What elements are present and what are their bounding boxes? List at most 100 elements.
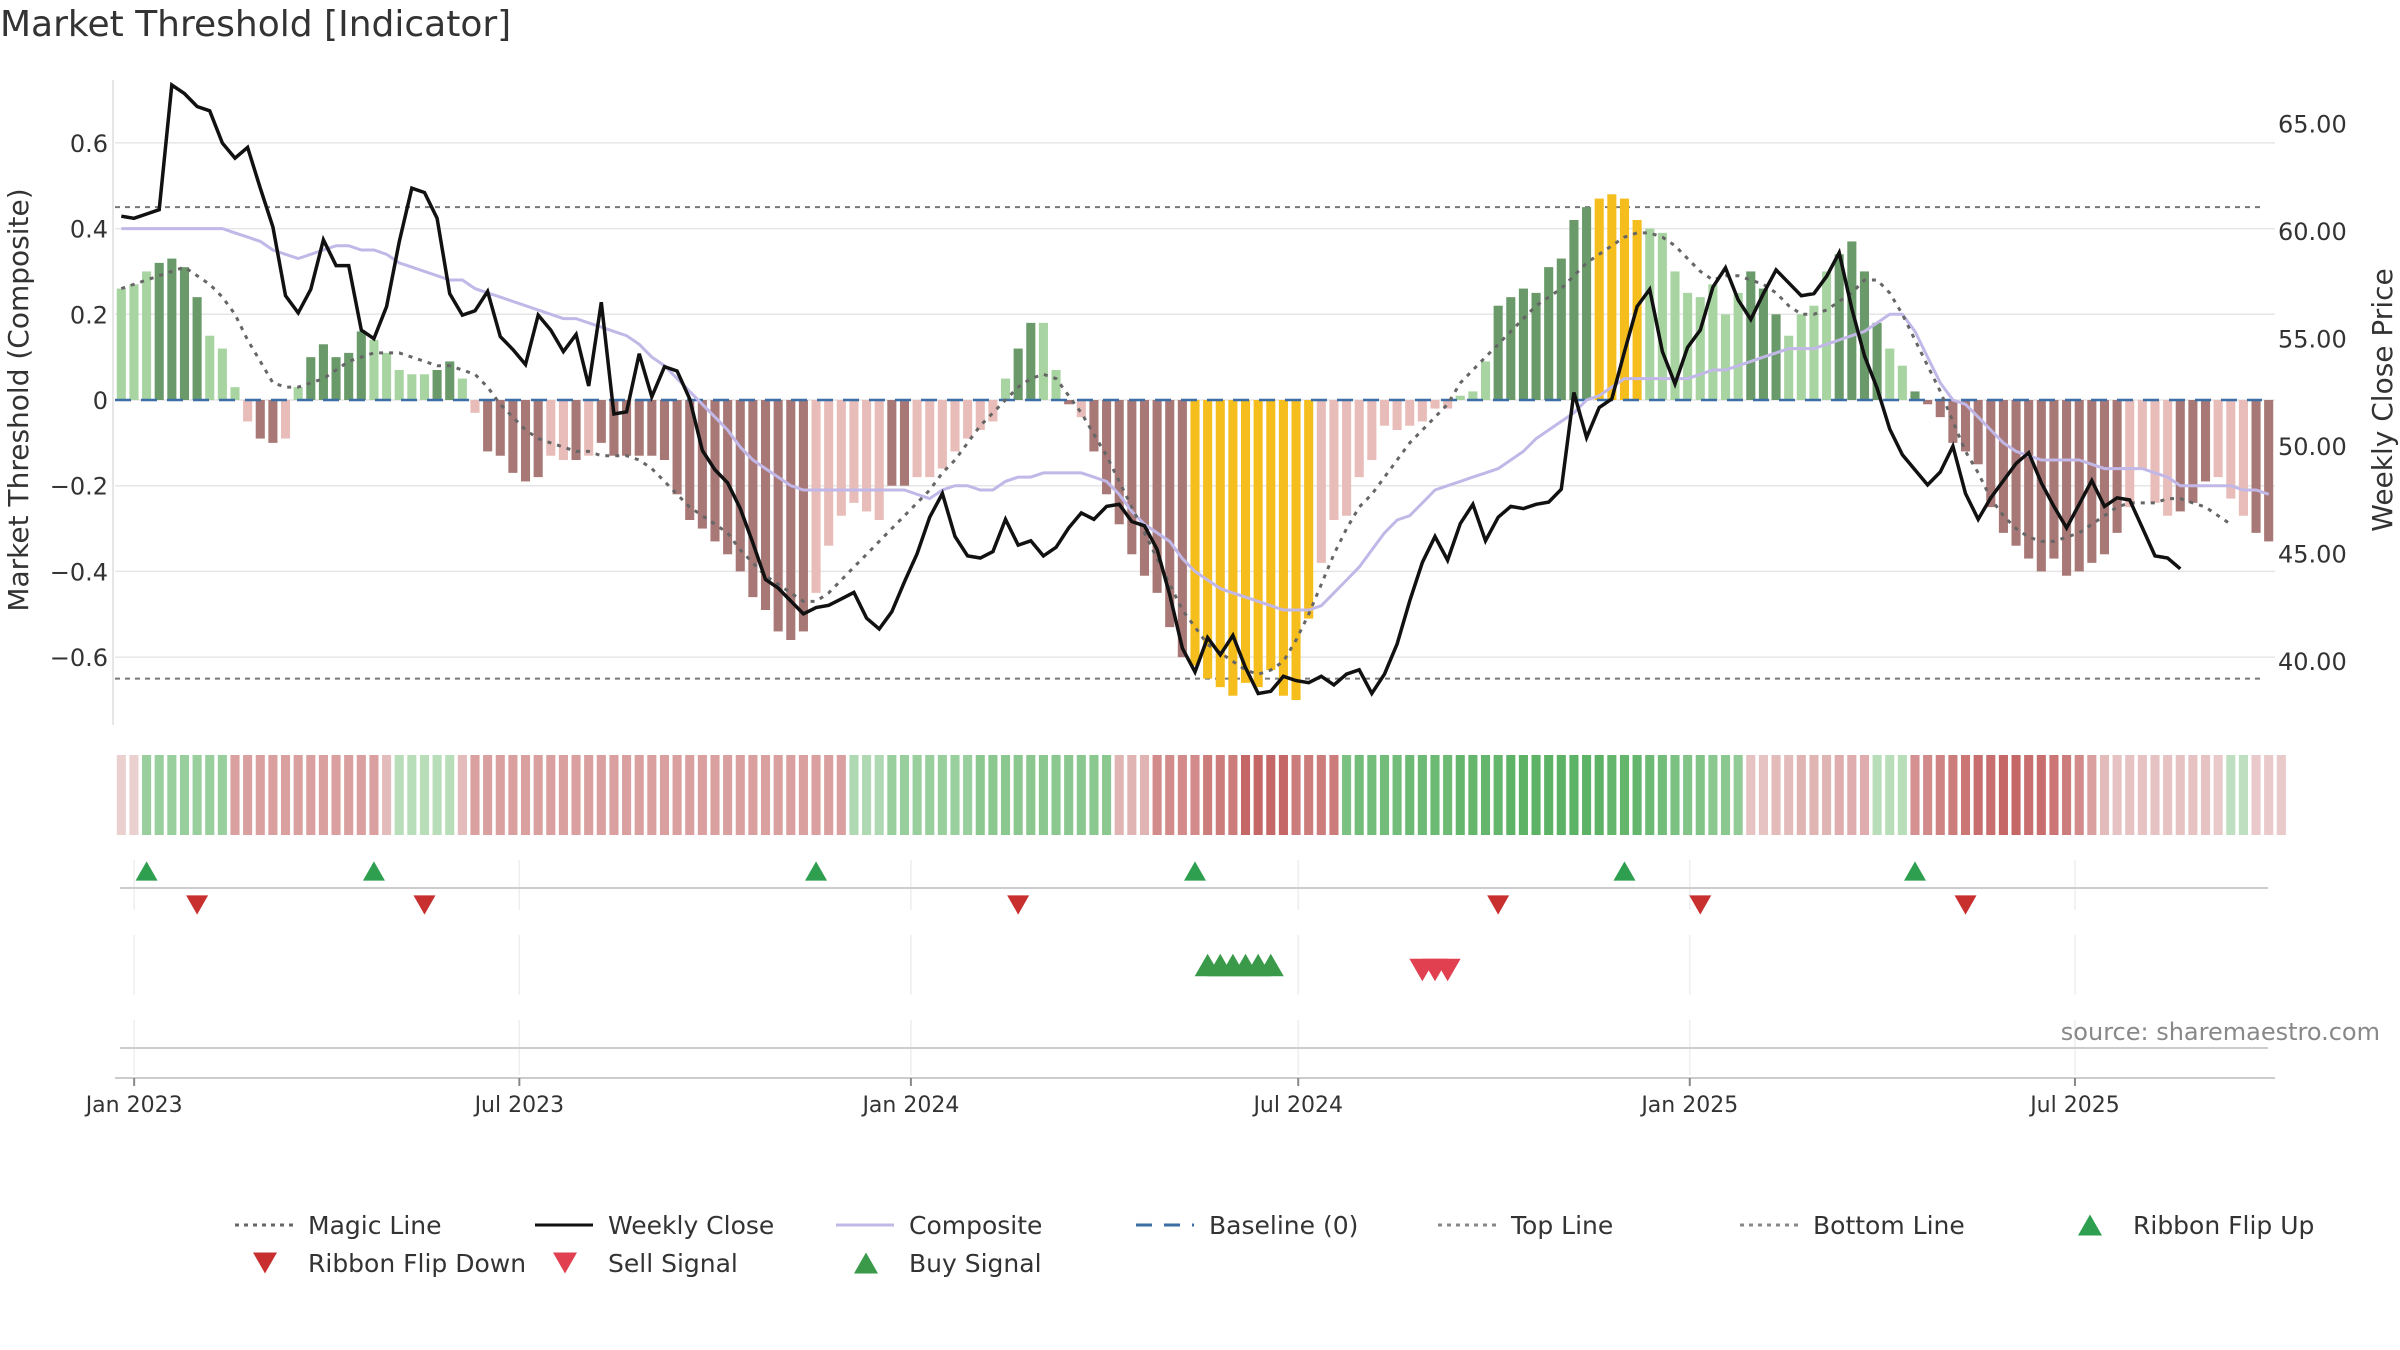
- ribbon-cell: [1102, 755, 1112, 835]
- ribbon-cell: [596, 755, 606, 835]
- y2-axis-label: Weekly Close Price: [2366, 268, 2399, 531]
- ribbon-cell: [1177, 755, 1187, 835]
- ribbon-cell: [356, 755, 366, 835]
- y-tick-label: 0.6: [70, 130, 108, 158]
- ribbon-cell: [293, 755, 303, 835]
- composite-bar: [205, 335, 215, 400]
- composite-bar: [192, 297, 202, 400]
- composite-bar: [382, 352, 392, 400]
- composite-bar: [1847, 241, 1857, 400]
- composite-bar: [988, 400, 998, 422]
- x-tick-label: Jul 2025: [2028, 1093, 2120, 1118]
- axes: 0.6 0.4 0.2 0 −0.2 −0.4 −0.6 65.00 60.00 55.00 50.…: [50, 80, 2347, 725]
- y-tick-label: 0.4: [70, 216, 108, 244]
- composite-bar: [1493, 305, 1503, 400]
- ribbon-cell: [1304, 755, 1314, 835]
- ribbon-cell: [1240, 755, 1251, 835]
- ribbon-cell: [483, 755, 493, 835]
- composite-bar: [1834, 254, 1844, 400]
- composite-bar: [950, 400, 960, 452]
- ribbon-cell: [786, 755, 796, 835]
- buy-signal-marker: [1257, 953, 1284, 977]
- composite-bar: [154, 262, 164, 400]
- composite-bar: [1758, 288, 1768, 400]
- ribbon-cell: [2087, 755, 2097, 835]
- ribbon-cell: [1973, 755, 1983, 835]
- ribbon-cell: [470, 755, 480, 835]
- ribbon-cell: [1960, 755, 1971, 835]
- composite-bar: [268, 400, 278, 443]
- ribbon-flip-down-marker: [1007, 895, 1030, 915]
- y2-tick-label: 45.00: [2278, 541, 2347, 569]
- ribbon-cell: [2175, 755, 2185, 835]
- composite-bar: [1013, 348, 1023, 400]
- composite-bar: [760, 400, 771, 610]
- ribbon-cell: [1683, 755, 1693, 835]
- ribbon-cell: [1847, 755, 1857, 835]
- ribbon-cell: [1468, 755, 1478, 835]
- ribbon-cell: [836, 755, 846, 835]
- ribbon-cell: [255, 755, 265, 835]
- ribbon-cell: [798, 755, 808, 835]
- legend-item: Baseline (0): [1136, 1211, 1358, 1240]
- ribbon-cell: [2112, 755, 2122, 835]
- y-axis-label: Market Threshold (Composite): [2, 188, 35, 611]
- composite-bar: [331, 357, 341, 400]
- composite-bar: [1405, 400, 1415, 426]
- composite-bar: [280, 400, 291, 439]
- ribbon-cell: [2137, 755, 2147, 835]
- composite-bar: [1657, 232, 1667, 400]
- ribbon-cell: [457, 755, 467, 835]
- composite-bar: [1544, 267, 1554, 400]
- composite-bar: [116, 288, 126, 400]
- composite-bar: [1923, 400, 1933, 405]
- composite-bar: [558, 400, 568, 460]
- y-tick-label: −0.4: [50, 558, 108, 586]
- composite-bar: [1670, 271, 1680, 400]
- ribbon-flip-down-marker: [1487, 895, 1510, 915]
- composite-bar: [394, 370, 404, 400]
- composite-bar: [1228, 400, 1238, 696]
- ribbon-cell: [1190, 755, 1200, 835]
- ribbon-cell: [344, 755, 354, 835]
- composite-bar: [874, 400, 884, 520]
- ribbon-cell: [1657, 755, 1667, 835]
- composite-bar: [622, 400, 632, 456]
- series-lines: [120, 81, 2270, 697]
- legend-item: Sell Signal: [553, 1249, 738, 1278]
- legend-label: Bottom Line: [1813, 1211, 1965, 1240]
- legend-item: Bottom Line: [1740, 1211, 1965, 1240]
- ribbon-flip-down-marker: [186, 895, 209, 915]
- ribbon-cell: [609, 755, 619, 835]
- composite-bar: [1430, 400, 1440, 409]
- composite-bar: [1203, 400, 1213, 679]
- composite-bar: [596, 400, 606, 443]
- ribbon-cell: [1329, 755, 1339, 835]
- ribbon-cell: [1720, 755, 1731, 835]
- ribbon-cell: [1771, 755, 1781, 835]
- composite-bar: [445, 361, 455, 400]
- composite-bar: [2099, 400, 2110, 555]
- ribbon-cell: [154, 755, 164, 835]
- ribbon-cell: [1089, 755, 1099, 835]
- ribbon-cell: [1443, 755, 1453, 835]
- y-tick-label: −0.2: [50, 473, 108, 501]
- composite-bar: [1240, 400, 1251, 683]
- composite-bar: [419, 374, 430, 400]
- composite-bar: [432, 370, 442, 400]
- composite-bar: [937, 400, 947, 469]
- ribbon-cell: [1998, 755, 2008, 835]
- composite-bar: [2175, 400, 2185, 512]
- composite-bar: [1607, 194, 1617, 400]
- ribbon-cell: [584, 755, 594, 835]
- ribbon-cell: [1872, 755, 1882, 835]
- composite-bar: [1304, 400, 1314, 619]
- ribbon-cell: [2163, 755, 2173, 835]
- ribbon-cell: [2200, 755, 2211, 835]
- ribbon-cell: [1822, 755, 1832, 835]
- ribbon-cell: [1266, 755, 1276, 835]
- composite-bar: [2125, 400, 2135, 508]
- composite-bar: [1139, 400, 1150, 576]
- composite-bar: [2011, 400, 2021, 546]
- composite-bar: [1038, 322, 1048, 400]
